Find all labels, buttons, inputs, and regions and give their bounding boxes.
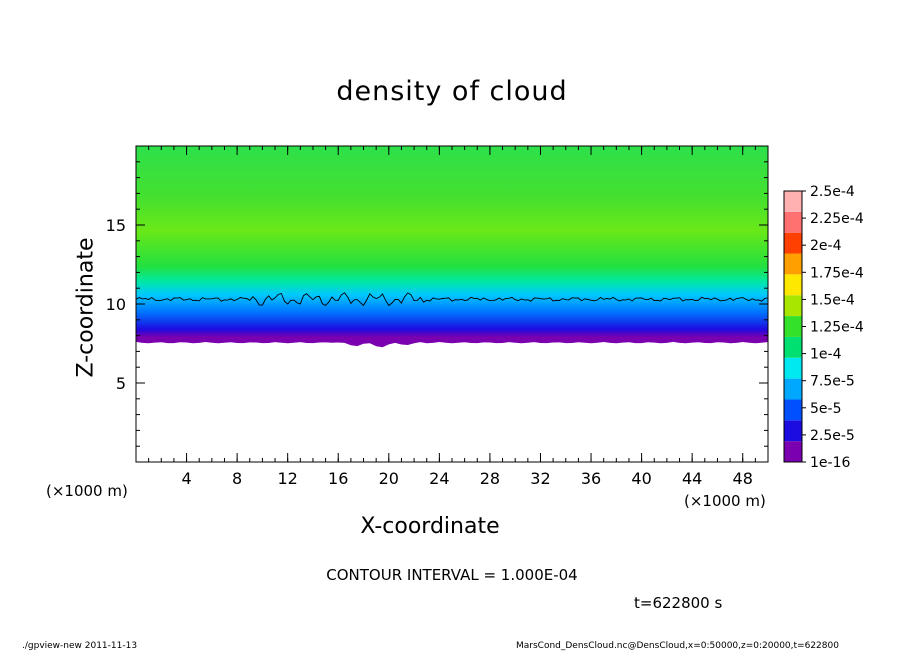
- chart-title: density of cloud: [336, 76, 568, 107]
- contour-interval-label: CONTOUR INTERVAL = 1.000E-04: [326, 566, 578, 584]
- x-tick-label: 24: [429, 469, 449, 488]
- colorbar-swatch: [784, 336, 802, 358]
- colorbar-swatch: [784, 441, 802, 462]
- colorbar-swatch: [784, 357, 802, 379]
- colorbar-label: 1e-16: [810, 455, 850, 471]
- x-tick-label: 20: [379, 469, 399, 488]
- cloud-density-field: [136, 146, 768, 348]
- colorbar-label: 2.5e-5: [810, 428, 855, 444]
- colorbar-swatch: [784, 191, 802, 212]
- colorbar-swatch: [784, 420, 802, 442]
- colorbar-label: 2.5e-4: [810, 184, 855, 200]
- colorbar-swatch: [784, 274, 802, 296]
- x-tick-label: 12: [278, 469, 298, 488]
- x-tick-label: 28: [480, 469, 500, 488]
- colorbar-label: 2e-4: [810, 238, 842, 254]
- footer-right: MarsCond_DensCloud.nc@DensCloud,x=0:5000…: [516, 641, 839, 651]
- colorbar-swatch: [784, 378, 802, 400]
- x-axis-label: X-coordinate: [360, 514, 500, 539]
- x-tick-label: 8: [232, 469, 242, 488]
- contour-line: [135, 292, 769, 307]
- time-label: t=622800 s: [634, 594, 723, 612]
- x-tick-label: 36: [581, 469, 601, 488]
- x-unit-label-right: (×1000 m): [684, 492, 766, 510]
- y-tick-label: 5: [116, 374, 126, 393]
- colorbar-label: 7.5e-5: [810, 374, 855, 390]
- x-tick-label: 4: [181, 469, 191, 488]
- colorbar-label: 1e-4: [810, 347, 842, 363]
- x-tick-label: 16: [328, 469, 348, 488]
- colorbar-label: 1.5e-4: [810, 292, 855, 308]
- x-tick-label: 48: [733, 469, 753, 488]
- x-tick-label: 32: [530, 469, 550, 488]
- colorbar-label: 5e-5: [810, 401, 841, 417]
- colorbar-label: 1.25e-4: [810, 320, 864, 336]
- y-tick-label: 10: [106, 295, 126, 314]
- x-tick-label: 40: [631, 469, 651, 488]
- x-tick-label: 44: [682, 469, 702, 488]
- colorbar-swatch: [784, 211, 802, 233]
- y-tick-label: 15: [106, 216, 126, 235]
- colorbar-swatch: [784, 232, 802, 254]
- colorbar-swatch: [784, 399, 802, 421]
- colorbar-swatch: [784, 316, 802, 337]
- x-unit-label-left: (×1000 m): [46, 482, 128, 500]
- colorbar-swatch: [784, 295, 802, 317]
- footer-left: ./gpview-new 2011-11-13: [22, 641, 138, 651]
- colorbar-label: 2.25e-4: [810, 211, 864, 227]
- colorbar-label: 1.75e-4: [810, 265, 864, 281]
- colorbar-swatch: [784, 253, 802, 275]
